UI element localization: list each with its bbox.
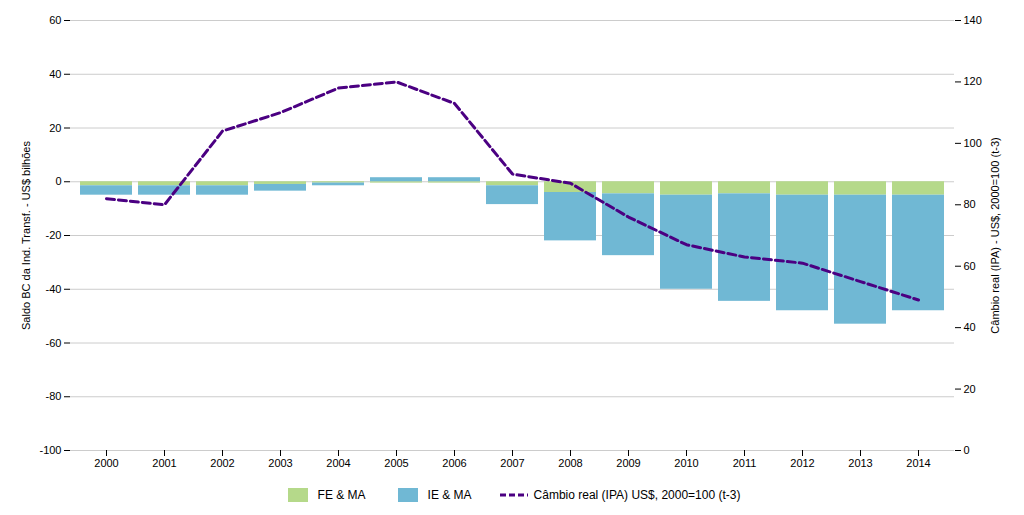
svg-text:2002: 2002 (210, 457, 234, 469)
svg-text:20: 20 (49, 122, 61, 134)
svg-text:0: 0 (55, 175, 61, 187)
svg-text:120: 120 (964, 75, 982, 87)
svg-text:80: 80 (964, 198, 976, 210)
svg-text:2001: 2001 (152, 457, 176, 469)
html-text:IE & MA: IE & MA (427, 488, 472, 502)
svg-text:60: 60 (49, 14, 61, 26)
svg-text:2009: 2009 (616, 457, 640, 469)
svg-text:140: 140 (964, 14, 982, 26)
svg-text:-80: -80 (46, 390, 62, 402)
svg-text:2006: 2006 (442, 457, 466, 469)
svg-text:20: 20 (964, 383, 976, 395)
svg-text:40: 40 (964, 321, 976, 333)
svg-text:40: 40 (49, 68, 61, 80)
svg-text:2005: 2005 (384, 457, 408, 469)
svg-text:2010: 2010 (674, 457, 698, 469)
svg-text:Saldo BC da Ind. Transf. - US$: Saldo BC da Ind. Transf. - US$ bilhões (20, 141, 32, 330)
svg-text:2000: 2000 (94, 457, 118, 469)
svg-text:2014: 2014 (906, 457, 930, 469)
svg-text:0: 0 (964, 444, 970, 456)
svg-text:100: 100 (964, 137, 982, 149)
svg-text:-100: -100 (39, 444, 61, 456)
svg-text:2003: 2003 (268, 457, 292, 469)
html-text:FE & MA: FE & MA (317, 488, 366, 502)
svg-text:-40: -40 (46, 283, 62, 295)
svg-text:2008: 2008 (558, 457, 582, 469)
svg-text:2013: 2013 (848, 457, 872, 469)
svg-text:60: 60 (964, 260, 976, 272)
html-text:Câmbio real (IPA) US$, 2000=10: Câmbio real (IPA) US$, 2000=100 (t-3) (533, 488, 741, 502)
svg-text:2011: 2011 (733, 457, 757, 469)
svg-text:Câmbio real (IPA) - US$, 2000=: Câmbio real (IPA) - US$, 2000=100 (t-3) (989, 137, 1001, 333)
svg-text:-20: -20 (46, 229, 62, 241)
svg-text:2004: 2004 (326, 457, 350, 469)
svg-text:2007: 2007 (500, 457, 524, 469)
svg-text:-60: -60 (46, 337, 62, 349)
svg-text:2012: 2012 (790, 457, 814, 469)
